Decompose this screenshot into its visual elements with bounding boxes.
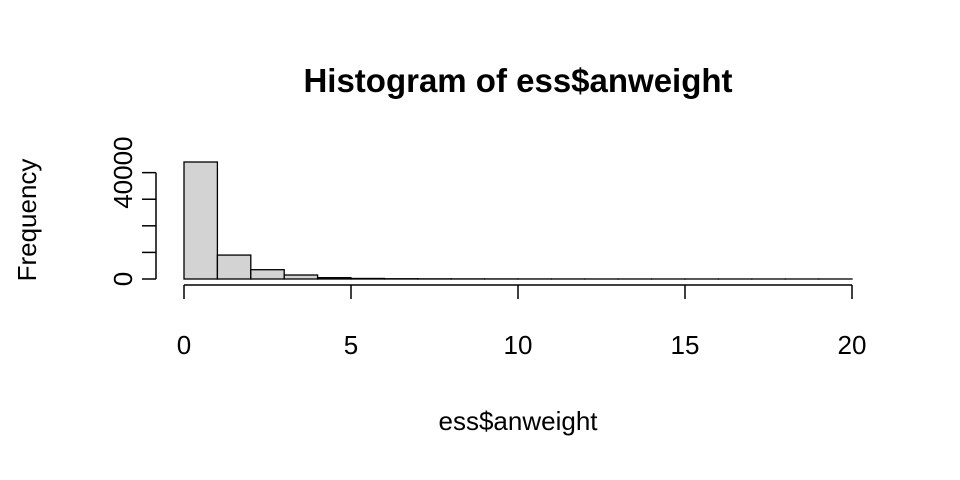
y-tick-label: 40000 [108,136,138,208]
x-tick-label: 10 [504,330,533,360]
x-axis-title: ess$anweight [439,406,599,436]
x-tick-label: 5 [344,330,358,360]
x-axis: 0 5 10 15 20 [177,284,867,360]
chart-title: Histogram of ess$anweight [303,62,732,99]
histogram-bar [350,277,386,280]
y-axis-title: Frequency [12,159,42,282]
y-tick-label: 0 [108,272,138,286]
x-tick-label: 20 [838,330,867,360]
histogram-bar [316,277,352,280]
y-axis: 0 40000 [108,136,157,286]
histogram-bars [183,161,853,280]
histogram-bar [283,274,319,280]
histogram-bar [216,254,252,280]
histogram-bar [183,161,219,280]
x-tick-label: 15 [671,330,700,360]
x-tick-label: 0 [177,330,191,360]
histogram-bar [250,269,285,280]
